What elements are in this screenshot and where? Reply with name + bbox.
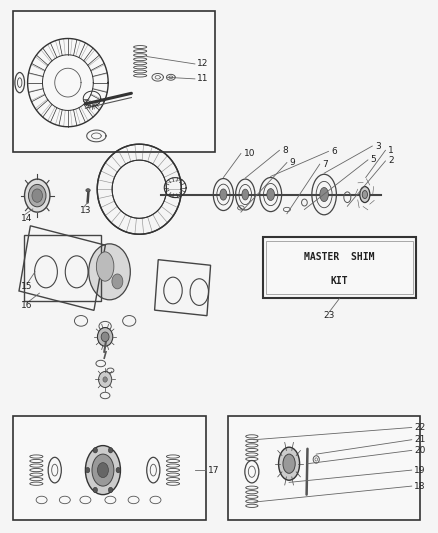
Bar xyxy=(228,416,420,520)
Bar xyxy=(19,226,106,310)
Text: 9: 9 xyxy=(290,158,295,167)
Ellipse shape xyxy=(93,448,97,453)
Text: 10: 10 xyxy=(244,149,255,158)
Ellipse shape xyxy=(267,189,275,200)
Text: 22: 22 xyxy=(414,423,426,432)
Ellipse shape xyxy=(362,191,367,199)
Ellipse shape xyxy=(28,184,46,207)
Text: 12: 12 xyxy=(197,60,208,68)
Text: 21: 21 xyxy=(414,435,426,444)
Text: 3: 3 xyxy=(375,142,381,150)
Ellipse shape xyxy=(116,467,120,473)
Ellipse shape xyxy=(88,244,131,300)
Ellipse shape xyxy=(96,252,114,281)
Ellipse shape xyxy=(242,189,249,200)
Bar xyxy=(13,416,206,520)
Text: 13: 13 xyxy=(80,206,92,215)
Bar xyxy=(263,237,416,298)
Bar xyxy=(13,11,215,152)
Ellipse shape xyxy=(85,446,120,495)
Text: 2: 2 xyxy=(388,157,394,165)
Ellipse shape xyxy=(283,454,295,473)
Text: MASTER  SHIM: MASTER SHIM xyxy=(304,252,374,262)
Text: 17: 17 xyxy=(208,466,219,474)
Text: 15: 15 xyxy=(21,282,32,291)
Ellipse shape xyxy=(86,189,90,192)
Ellipse shape xyxy=(97,327,113,346)
Ellipse shape xyxy=(32,189,42,203)
Ellipse shape xyxy=(112,274,123,289)
Ellipse shape xyxy=(85,467,90,473)
Text: 16: 16 xyxy=(21,302,32,310)
Ellipse shape xyxy=(279,447,300,480)
Text: 5: 5 xyxy=(371,156,376,164)
Text: 20: 20 xyxy=(414,446,426,455)
Ellipse shape xyxy=(93,487,97,492)
Bar xyxy=(155,260,211,316)
Bar xyxy=(266,241,413,294)
Bar xyxy=(24,235,101,301)
Text: 8: 8 xyxy=(282,146,288,155)
Ellipse shape xyxy=(103,377,107,382)
Ellipse shape xyxy=(360,187,370,203)
Text: 23: 23 xyxy=(324,311,335,320)
Text: 1: 1 xyxy=(388,146,394,155)
Text: 19: 19 xyxy=(414,466,426,474)
Ellipse shape xyxy=(108,487,113,492)
Text: KIT: KIT xyxy=(331,276,348,286)
Text: 14: 14 xyxy=(21,214,32,223)
Ellipse shape xyxy=(101,332,109,342)
Ellipse shape xyxy=(92,454,114,486)
Text: 18: 18 xyxy=(414,482,426,490)
Text: 11: 11 xyxy=(197,75,208,83)
Ellipse shape xyxy=(109,448,113,453)
Ellipse shape xyxy=(97,463,108,478)
Ellipse shape xyxy=(320,188,328,201)
Ellipse shape xyxy=(25,179,50,212)
Text: 6: 6 xyxy=(331,147,337,156)
Ellipse shape xyxy=(220,189,227,200)
Text: 7: 7 xyxy=(322,160,328,168)
Ellipse shape xyxy=(99,372,112,387)
